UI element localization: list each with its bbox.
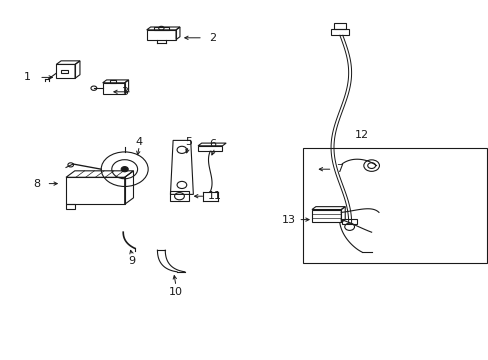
Text: 12: 12 <box>354 130 368 140</box>
Text: 6: 6 <box>209 139 216 149</box>
Text: 10: 10 <box>169 287 183 297</box>
Text: 2: 2 <box>209 33 216 43</box>
Circle shape <box>121 167 128 172</box>
Text: 13: 13 <box>281 215 295 225</box>
Text: 7: 7 <box>336 164 343 174</box>
Text: 8: 8 <box>33 179 40 189</box>
Text: 1: 1 <box>23 72 30 82</box>
Text: 9: 9 <box>128 256 135 266</box>
Text: 5: 5 <box>184 137 191 147</box>
Text: 11: 11 <box>208 191 222 201</box>
Text: 4: 4 <box>136 137 142 147</box>
Text: 3: 3 <box>121 87 128 97</box>
